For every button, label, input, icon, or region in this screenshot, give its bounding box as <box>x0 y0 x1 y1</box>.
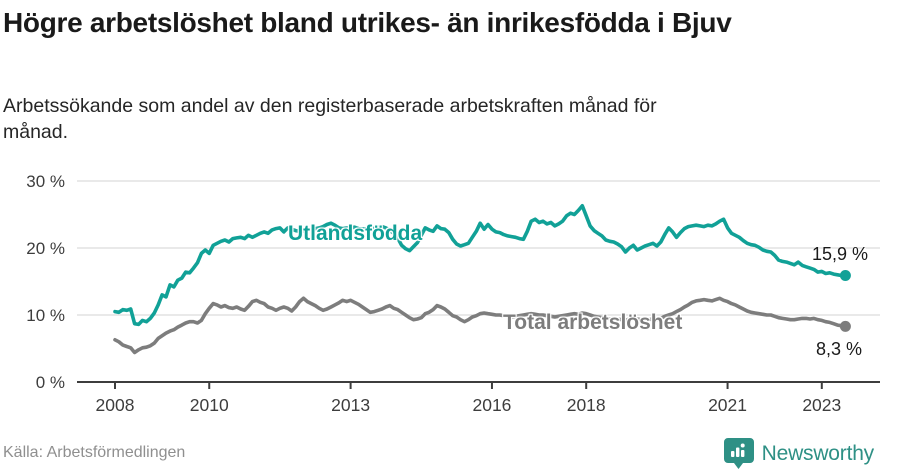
total-arbetsl-shet-line <box>113 296 848 355</box>
x-tick-label: 2010 <box>190 395 229 415</box>
end-value-label-total: 8,3 % <box>816 339 863 359</box>
x-tick-label: 2008 <box>96 395 135 415</box>
x-tick-label: 2013 <box>331 395 370 415</box>
end-value-label-utlandsfodda: 15,9 % <box>812 244 869 264</box>
total-arbetsl-shet-end-dot <box>839 320 851 332</box>
y-tick-label: 30 % <box>26 172 65 191</box>
source-note: Källa: Arbetsförmedlingen <box>3 444 186 461</box>
series-label-total-arbetsloshet: Total arbetslöshet <box>503 311 683 334</box>
brand-name: Newsworthy <box>761 441 875 465</box>
y-tick-label: 20 % <box>26 239 65 258</box>
y-tick-label: 0 % <box>36 373 65 392</box>
x-tick-label: 2023 <box>802 395 841 415</box>
y-tick-label: 10 % <box>26 306 65 325</box>
x-tick-label: 2018 <box>567 395 606 415</box>
x-tick-label: 2016 <box>472 395 511 415</box>
chart-subtitle: Arbetssökande som andel av den registerb… <box>3 95 657 143</box>
utlandsf-dda-line <box>113 204 848 327</box>
bar-chart-pin-icon <box>723 438 754 469</box>
newsworthy-logo[interactable]: Newsworthy <box>723 437 875 470</box>
x-tick-label: 2021 <box>708 395 747 415</box>
page-title: Högre arbetslöshet bland utrikes- än inr… <box>3 7 732 38</box>
utlandsf-dda-end-dot <box>839 270 851 281</box>
series-label-utlandsfodda: Utlandsfödda <box>288 222 423 245</box>
